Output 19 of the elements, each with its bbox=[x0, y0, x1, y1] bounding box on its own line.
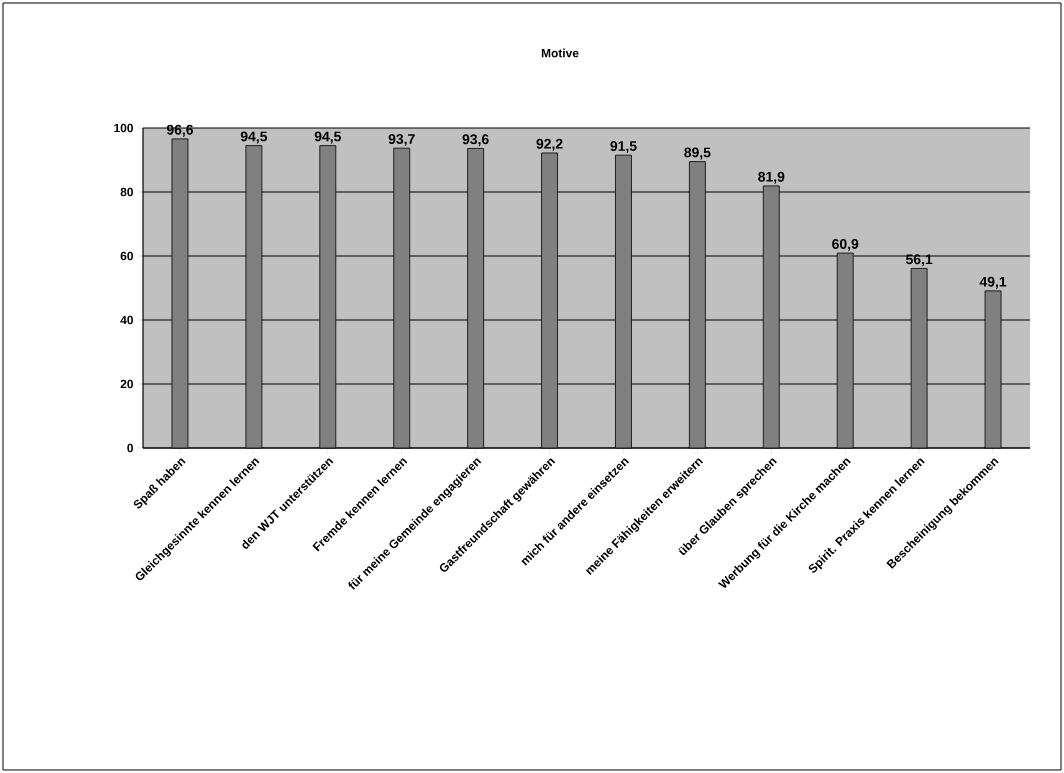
data-label: 60,9 bbox=[832, 239, 859, 251]
data-label: 93,7 bbox=[388, 134, 415, 146]
y-tick-label: 100 bbox=[114, 123, 133, 133]
data-label: 49,1 bbox=[979, 276, 1007, 289]
y-tick-label: 20 bbox=[120, 379, 133, 389]
data-label: 93,6 bbox=[462, 134, 489, 147]
data-label: 96,6 bbox=[166, 124, 194, 137]
data-label: 81,9 bbox=[758, 171, 785, 184]
data-label: 56,1 bbox=[905, 254, 933, 267]
data-label: 89,5 bbox=[684, 147, 711, 160]
data-label: 94,5 bbox=[314, 131, 341, 144]
y-tick-label: 0 bbox=[127, 443, 133, 453]
chart-title: Motive bbox=[541, 48, 579, 58]
y-tick-label: 80 bbox=[120, 187, 133, 197]
y-tick-label: 60 bbox=[120, 251, 133, 261]
y-tick-label: 40 bbox=[120, 315, 133, 325]
data-label: 94,5 bbox=[240, 131, 268, 144]
data-label: 92,2 bbox=[536, 138, 563, 151]
data-label: 91,5 bbox=[610, 141, 637, 153]
